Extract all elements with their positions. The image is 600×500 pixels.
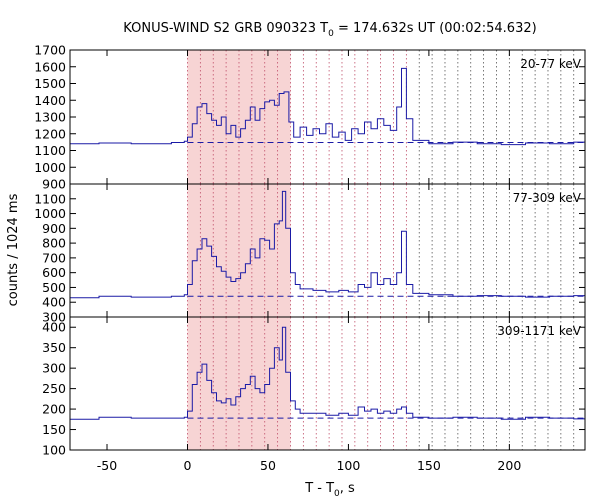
x-label-rest: , s — [340, 481, 355, 496]
y-tick-label: 300 — [42, 310, 66, 325]
light-curve — [70, 67, 586, 146]
y-tick-label: 800 — [42, 236, 66, 251]
light-curve — [70, 326, 586, 420]
panel-frame — [69, 316, 586, 451]
y-tick-label: 1000 — [34, 206, 66, 221]
y-tick-label: 400 — [42, 295, 66, 310]
y-tick-label: 1100 — [34, 191, 66, 206]
highlight-interval — [187, 317, 291, 450]
x-tick-label: -50 — [97, 458, 117, 473]
panel-3: 100 150 200 250 300 350 400 309-1171 keV — [42, 316, 586, 458]
title-rest: = 174.632s UT (00:02:54.632) — [334, 21, 537, 36]
highlight-interval — [187, 50, 291, 184]
y-tick-label: 500 — [42, 280, 66, 295]
y-tick-label: 700 — [42, 250, 66, 265]
y-tick-label: 100 — [42, 443, 66, 458]
y-tick-label: 400 — [42, 320, 66, 335]
panel-1: 9001000110012001300140015001600170020-77… — [34, 43, 586, 192]
x-tick-label: 0 — [184, 458, 192, 473]
x-tick-label: 150 — [417, 458, 441, 473]
y-tick-label: 1000 — [34, 160, 66, 175]
y-tick-label: 350 — [42, 340, 66, 355]
x-tick-label: 50 — [260, 458, 276, 473]
y-tick-label: 250 — [42, 381, 66, 396]
highlight-interval — [187, 184, 291, 317]
y-tick-label: 1200 — [34, 126, 66, 141]
light-curve — [70, 190, 586, 299]
y-tick-label: 1400 — [34, 93, 66, 108]
y-tick-label: 1700 — [34, 43, 66, 58]
y-tick-label: 150 — [42, 422, 66, 437]
x-tick-label: 200 — [497, 458, 521, 473]
energy-band-label: 309-1171 keV — [497, 324, 581, 338]
x-label-subscript: 0 — [334, 489, 340, 499]
title-subscript: 0 — [328, 29, 334, 39]
y-tick-label: 1300 — [34, 110, 66, 125]
y-tick-label: 1600 — [34, 59, 66, 74]
panel-frame — [69, 49, 586, 185]
y-tick-label: 1500 — [34, 76, 66, 91]
y-tick-label: 200 — [42, 402, 66, 417]
panels-group: 9001000110012001300140015001600170020-77… — [34, 43, 586, 473]
y-axis-label: counts / 1024 ms — [6, 193, 21, 306]
energy-band-label: 20-77 keV — [520, 57, 582, 71]
y-tick-label: 300 — [42, 361, 66, 376]
y-tick-label: 600 — [42, 265, 66, 280]
y-tick-label: 1100 — [34, 143, 66, 158]
energy-band-label: 77-309 keV — [513, 191, 582, 205]
x-axis-label: T - T0, s — [304, 481, 355, 499]
y-tick-label: 900 — [42, 177, 66, 192]
y-tick-label: 900 — [42, 221, 66, 236]
chart-title: KONUS-WIND S2 GRB 090323 T0 = 174.632s U… — [123, 21, 536, 39]
x-tick-label: 100 — [336, 458, 360, 473]
